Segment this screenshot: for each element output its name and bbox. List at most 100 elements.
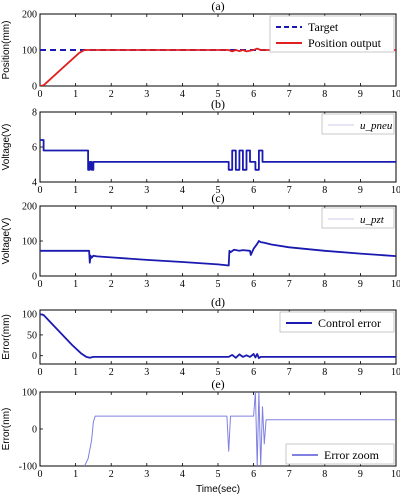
x-tick-label: 6 (251, 185, 256, 196)
y-tick-label: 0 (32, 272, 37, 283)
legend: Target Position output (269, 15, 395, 53)
x-tick-label: 0 (38, 89, 43, 100)
y-tick-label: 200 (22, 202, 37, 213)
x-tick-label: 2 (109, 279, 114, 290)
legend-box (279, 311, 395, 333)
y-tick-label: 6 (32, 143, 37, 154)
x-tick-label: 5 (216, 89, 221, 100)
y-axis-label: Voltage(V) (1, 124, 12, 171)
x-axis-label: Time(sec) (196, 484, 240, 494)
legend-label: Target (308, 20, 339, 34)
series-error-zoom (84, 392, 396, 466)
panel-title: (c) (211, 191, 224, 205)
legend-label: u_pneu (360, 120, 393, 132)
y-tick-label: 100 (22, 46, 37, 57)
x-tick-label: 2 (109, 185, 114, 196)
x-tick-label: 8 (322, 367, 327, 378)
x-tick-label: 5 (216, 469, 221, 480)
x-tick-label: 0 (38, 185, 43, 196)
x-tick-label: 0 (38, 469, 43, 480)
x-tick-label: 9 (358, 279, 363, 290)
x-tick-label: 8 (322, 185, 327, 196)
legend: Control error (279, 311, 395, 333)
legend-box (285, 443, 395, 465)
x-tick-label: 2 (109, 89, 114, 100)
x-tick-label: 1 (73, 185, 78, 196)
x-tick-label: 0 (38, 279, 43, 290)
x-tick-label: 9 (358, 469, 363, 480)
x-tick-label: 3 (144, 279, 149, 290)
panel-1: (a)Position(mm)0 1 2 3 4 5 6 7 8 9 100100200Target… (1, 0, 400, 100)
series-control-error (40, 313, 396, 360)
x-tick-label: 10 (391, 185, 400, 196)
y-tick-label: 0 (32, 351, 37, 362)
x-tick-label: 9 (358, 185, 363, 196)
x-tick-label: 4 (180, 469, 185, 480)
panel-title: (d) (211, 295, 225, 309)
x-tick-label: 4 (180, 185, 185, 196)
x-tick-label: 7 (287, 89, 292, 100)
x-tick-label: 10 (391, 367, 400, 378)
x-tick-label: 10 (391, 279, 400, 290)
x-tick-label: 1 (73, 279, 78, 290)
panel-title: (b) (211, 97, 225, 111)
x-tick-label: 4 (180, 367, 185, 378)
panel-title: (a) (211, 0, 224, 13)
y-tick-label: 100 (22, 310, 37, 321)
x-tick-label: 3 (144, 469, 149, 480)
x-tick-label: 5 (216, 367, 221, 378)
panel-2: (b) Voltage(V) 0 1 2 3 4 5 6 7 8 9 10 4 6 8 u_pneu (1, 97, 400, 196)
x-tick-label: 8 (322, 469, 327, 480)
x-tick-label: 6 (251, 469, 256, 480)
series-u-pzt (40, 240, 396, 267)
x-tick-label: 7 (287, 185, 292, 196)
legend-label: Position output (308, 36, 382, 50)
y-tick-label: 0 (32, 425, 37, 436)
y-tick-label: 0 (32, 82, 37, 93)
x-tick-label: 4 (180, 89, 185, 100)
y-axis-label: Error(mm) (1, 314, 12, 360)
x-tick-label: 8 (322, 89, 327, 100)
legend-box (269, 15, 395, 53)
y-tick-label: 200 (22, 10, 37, 21)
y-tick-label: 50 (27, 330, 37, 341)
legend-box (321, 113, 395, 135)
y-tick-label: 4 (32, 178, 37, 189)
x-tick-label: 10 (391, 469, 400, 480)
x-tick-label: 4 (180, 279, 185, 290)
x-tick-label: 1 (73, 367, 78, 378)
legend: u_pneu (321, 113, 395, 135)
legend: Error zoom (285, 443, 395, 465)
y-tick-label: 100 (22, 388, 37, 399)
y-tick-label: 8 (32, 108, 37, 119)
x-tick-label: 8 (322, 279, 327, 290)
y-axis-label: Position(mm) (1, 21, 12, 80)
x-tick-label: 6 (251, 279, 256, 290)
x-tick-label: 2 (109, 469, 114, 480)
legend: u_pzt (321, 207, 395, 229)
x-tick-label: 7 (287, 469, 292, 480)
series-u-pneu (40, 139, 396, 171)
x-tick-label: 6 (251, 89, 256, 100)
x-tick-label: 6 (251, 367, 256, 378)
legend-label: u_pzt (360, 214, 385, 226)
x-tick-label: 9 (358, 89, 363, 100)
series-position-output (40, 47, 396, 86)
x-tick-label: 3 (144, 367, 149, 378)
x-tick-label: 7 (287, 279, 292, 290)
x-tick-label: 1 (73, 89, 78, 100)
x-tick-label: 3 (144, 185, 149, 196)
legend-box (321, 207, 395, 229)
y-tick-label: 100 (22, 237, 37, 248)
x-tick-label: 5 (216, 185, 221, 196)
y-axis-label: Voltage(V) (1, 218, 12, 265)
x-tick-label: 10 (391, 89, 400, 100)
y-tick-label: -100 (19, 462, 37, 473)
x-tick-label: 1 (73, 469, 78, 480)
x-tick-label: 7 (287, 367, 292, 378)
x-tick-label: 0 (38, 367, 43, 378)
